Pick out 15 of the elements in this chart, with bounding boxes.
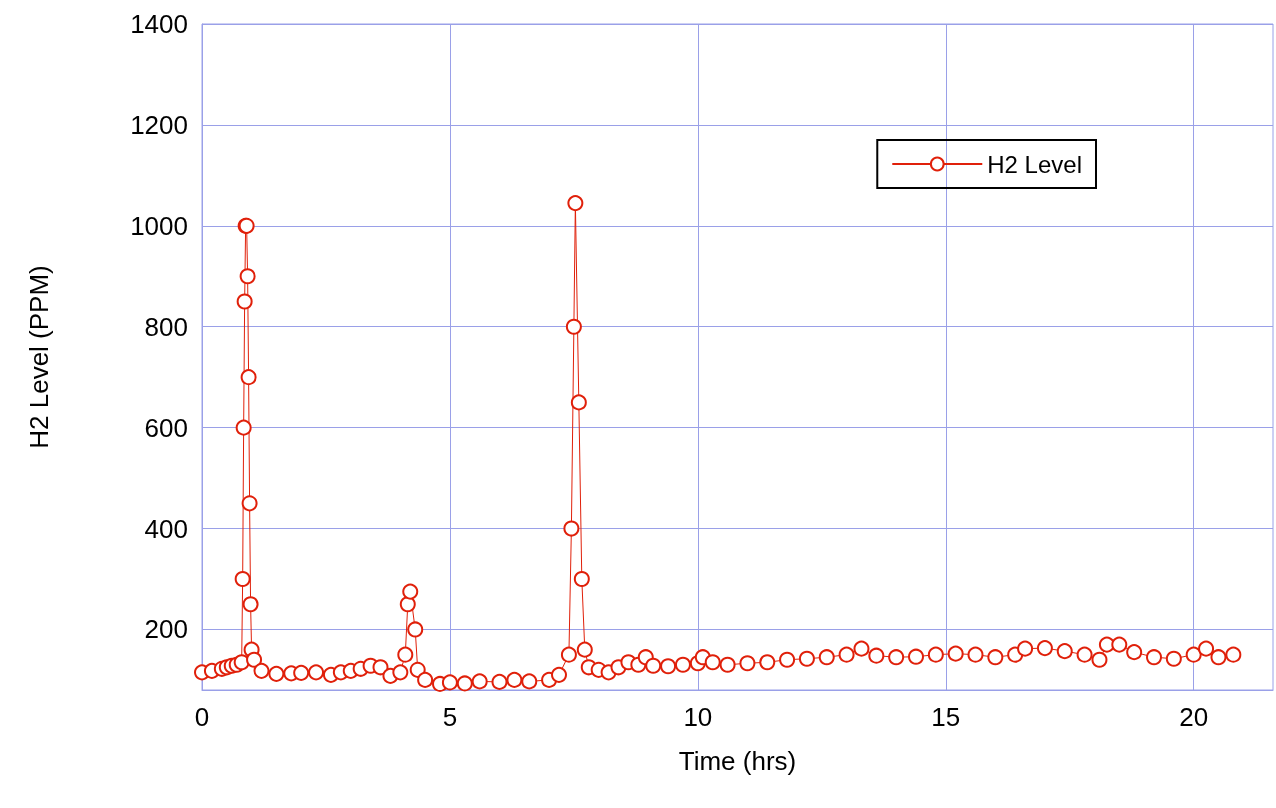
x-tick-label: 15 (931, 702, 961, 732)
y-tick-label: 1400 (130, 9, 188, 39)
y-tick-label: 600 (144, 412, 188, 443)
y-tick-label: 200 (144, 614, 188, 645)
legend-label: H2 Level (987, 150, 1083, 178)
y-axis-title: H2 Level (PPM) (24, 265, 54, 449)
y-tick-label: 1000 (130, 210, 188, 241)
y-tick-label: 800 (144, 311, 188, 342)
x-axis-title: Time (hrs) (678, 746, 797, 776)
x-tick-label: 10 (683, 702, 713, 732)
y-tick-label: 400 (144, 513, 188, 544)
x-tick-label: 0 (194, 702, 210, 732)
x-tick-label: 5 (442, 702, 458, 732)
x-tick-label: 20 (1179, 702, 1209, 732)
y-tick-label: 1200 (130, 109, 188, 140)
